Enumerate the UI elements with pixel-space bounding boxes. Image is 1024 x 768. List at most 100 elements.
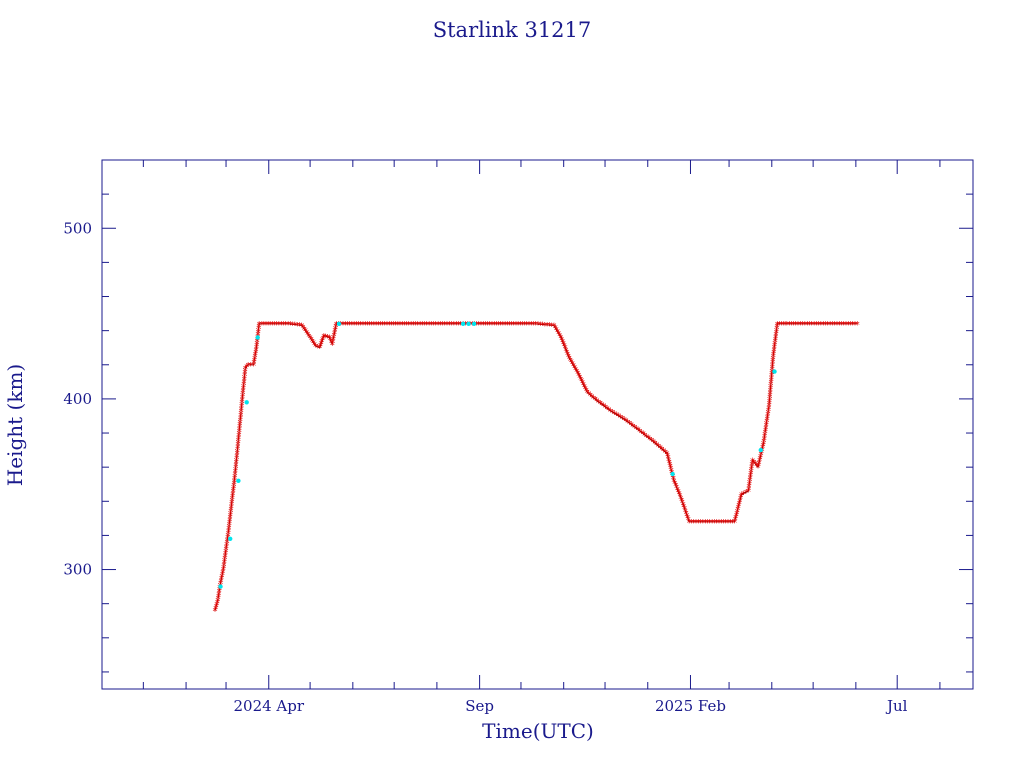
data-point: * [242,373,247,384]
data-point: * [581,381,586,392]
data-point: * [636,426,641,437]
data-point: * [734,512,739,523]
data-point: * [736,501,741,512]
data-point: * [236,438,241,449]
data-point: * [229,499,234,510]
data-point: * [330,340,335,351]
data-point: * [555,328,560,339]
data-point: * [764,419,769,430]
data-point: * [846,320,851,331]
data-point: * [580,379,585,390]
data-point: * [670,473,675,484]
data-point: * [775,320,780,331]
data-point: * [239,407,244,418]
data-point: * [229,501,234,512]
data-point: * [236,432,241,443]
data-point: * [558,334,563,345]
data-point: * [216,594,221,605]
data-point: * [682,505,687,516]
data-point: * [238,409,243,420]
data-point: * [624,417,629,428]
data-point: * [227,520,232,531]
data-point: * [301,323,306,334]
data-point: * [549,321,554,332]
data-point: * [256,322,261,333]
data-point: * [321,334,326,345]
data-point: * [404,320,409,331]
data-point: * [382,320,387,331]
data-point: * [415,320,420,331]
data-point: * [429,320,434,331]
data-point: * [768,380,773,391]
data-point: * [714,518,719,529]
data-point: * [769,372,774,383]
data-point: * [762,435,767,446]
data-point: * [238,416,243,427]
data-point: * [679,496,684,507]
data-point: * [767,402,772,413]
data-point: * [217,588,222,599]
data-point: * [320,336,325,347]
data-point: * [599,400,604,411]
data-point: * [796,320,801,331]
y-tick-label: 500 [63,219,92,237]
data-point: * [730,518,735,529]
data-point: * [732,518,737,529]
data-point: * [361,320,366,331]
data-point: * [345,320,350,331]
data-point: * [556,330,561,341]
data-point: * [703,518,708,529]
data-point: * [536,320,541,331]
data-point: * [214,602,219,613]
data-point: * [749,467,754,478]
data-point: * [232,479,237,490]
data-point: * [241,385,246,396]
x-axis-label: Time(UTC) [482,719,594,743]
data-point: * [243,364,248,375]
data-point: * [516,320,521,331]
data-point: * [378,320,383,331]
data-point: * [427,320,432,331]
data-point: * [644,432,649,443]
data-point: * [485,320,490,331]
data-point: * [562,342,567,353]
data-point: * [449,320,454,331]
data-point: * [325,333,330,344]
data-point: * [494,320,499,331]
data-point: * [754,462,759,473]
data-point: * [767,391,772,402]
data-point: * [675,485,680,496]
data-point: * [303,327,308,338]
data-point: * [758,455,763,466]
data-point: * [783,320,788,331]
data-point: * [768,389,773,400]
data-point: * [736,503,741,514]
data-point: * [235,441,240,452]
data-point: * [272,320,277,331]
data-point: * [758,452,763,463]
data-point: * [653,439,658,450]
data-point: * [233,461,238,472]
data-point: * [659,445,664,456]
data-point: * [327,334,332,345]
data-point: * [649,436,654,447]
data-point: * [329,338,334,349]
data-point: * [588,391,593,402]
data-point: * [385,320,390,331]
data-point: * [646,434,651,445]
data-point: * [666,456,671,467]
data-point [460,321,466,326]
data-point: * [577,373,582,384]
data-point: * [431,320,436,331]
data-point: * [309,335,314,346]
data-point: * [669,466,674,477]
data-point: * [563,344,568,355]
data-point: * [413,320,418,331]
data-point: * [252,357,257,368]
data-point: * [773,337,778,348]
data-point: * [398,320,403,331]
data-point: * [221,563,226,574]
data-point: * [576,371,581,382]
data-point: * [226,525,231,536]
data-point: * [540,321,545,332]
